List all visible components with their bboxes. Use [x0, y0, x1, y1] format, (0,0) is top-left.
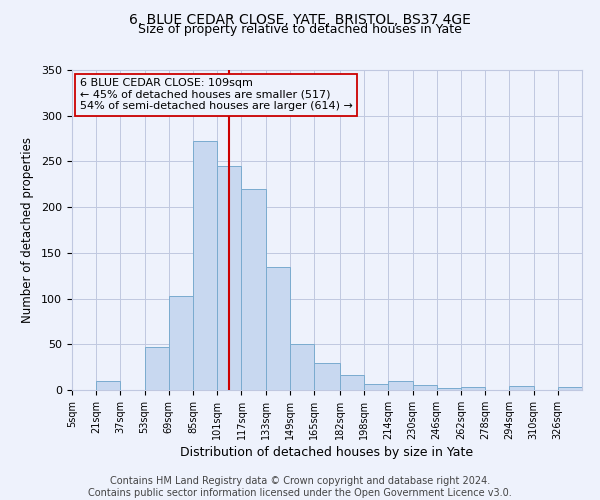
- Bar: [314, 362, 340, 390]
- Text: Contains HM Land Registry data © Crown copyright and database right 2024.
Contai: Contains HM Land Registry data © Crown c…: [88, 476, 512, 498]
- Bar: [290, 344, 314, 390]
- Bar: [193, 142, 217, 390]
- Y-axis label: Number of detached properties: Number of detached properties: [21, 137, 34, 323]
- Bar: [340, 376, 364, 390]
- Text: 6, BLUE CEDAR CLOSE, YATE, BRISTOL, BS37 4GE: 6, BLUE CEDAR CLOSE, YATE, BRISTOL, BS37…: [129, 12, 471, 26]
- Bar: [217, 166, 241, 390]
- Bar: [364, 384, 388, 390]
- Bar: [509, 386, 533, 390]
- Bar: [388, 381, 413, 390]
- Text: Size of property relative to detached houses in Yate: Size of property relative to detached ho…: [138, 22, 462, 36]
- Bar: [437, 388, 461, 390]
- Bar: [145, 347, 169, 390]
- Bar: [558, 388, 582, 390]
- Bar: [169, 296, 193, 390]
- Bar: [266, 266, 290, 390]
- Bar: [413, 386, 437, 390]
- Bar: [241, 189, 266, 390]
- Text: 6 BLUE CEDAR CLOSE: 109sqm
← 45% of detached houses are smaller (517)
54% of sem: 6 BLUE CEDAR CLOSE: 109sqm ← 45% of deta…: [80, 78, 353, 111]
- X-axis label: Distribution of detached houses by size in Yate: Distribution of detached houses by size …: [181, 446, 473, 459]
- Bar: [461, 388, 485, 390]
- Bar: [96, 381, 121, 390]
